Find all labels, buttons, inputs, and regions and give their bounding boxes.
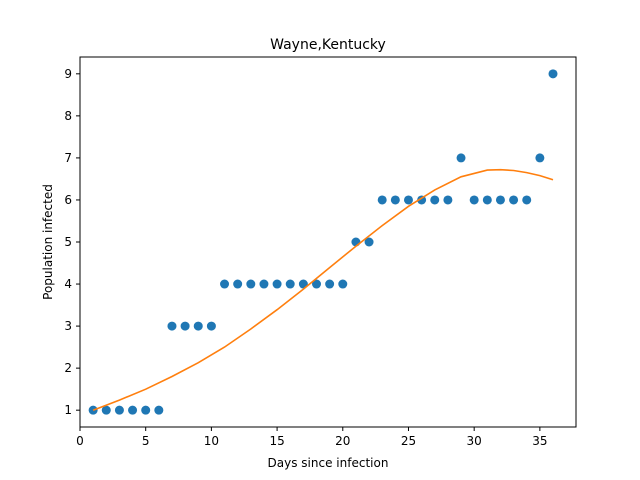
data-point bbox=[101, 405, 111, 415]
data-point bbox=[128, 405, 138, 415]
data-point bbox=[522, 195, 532, 205]
x-tick-label: 35 bbox=[532, 434, 547, 448]
data-point bbox=[351, 237, 361, 247]
x-tick-label: 10 bbox=[204, 434, 219, 448]
data-point bbox=[377, 195, 387, 205]
data-point bbox=[456, 153, 466, 163]
data-point bbox=[167, 321, 177, 331]
data-point bbox=[338, 279, 348, 289]
plot-area bbox=[88, 69, 558, 415]
y-tick-label: 8 bbox=[64, 109, 72, 123]
x-tick-label: 25 bbox=[401, 434, 416, 448]
y-tick-label: 7 bbox=[64, 151, 72, 165]
data-point bbox=[443, 195, 453, 205]
x-axis: 0 5 10 15 20 25 30 35 bbox=[76, 427, 548, 448]
y-tick-label: 9 bbox=[64, 67, 72, 81]
data-point bbox=[285, 279, 295, 289]
x-tick-label: 5 bbox=[142, 434, 150, 448]
data-point bbox=[272, 279, 282, 289]
y-axis-label: Population infected bbox=[41, 184, 55, 300]
data-point bbox=[312, 279, 322, 289]
data-point bbox=[469, 195, 479, 205]
data-point bbox=[154, 405, 164, 415]
data-point bbox=[325, 279, 335, 289]
data-point bbox=[193, 321, 203, 331]
y-tick-label: 2 bbox=[64, 361, 72, 375]
x-tick-label: 15 bbox=[269, 434, 284, 448]
data-point bbox=[259, 279, 269, 289]
data-point bbox=[220, 279, 230, 289]
data-point bbox=[535, 153, 545, 163]
data-point bbox=[141, 405, 151, 415]
data-point bbox=[246, 279, 256, 289]
plot-frame bbox=[79, 56, 577, 428]
data-point bbox=[114, 405, 124, 415]
y-tick-label: 3 bbox=[64, 319, 72, 333]
data-point bbox=[206, 321, 216, 331]
data-point bbox=[430, 195, 440, 205]
data-point bbox=[495, 195, 505, 205]
y-tick-label: 6 bbox=[64, 193, 72, 207]
x-tick-label: 20 bbox=[335, 434, 350, 448]
data-point bbox=[233, 279, 243, 289]
data-point bbox=[364, 237, 374, 247]
y-tick-label: 5 bbox=[64, 235, 72, 249]
y-tick-label: 1 bbox=[64, 403, 72, 417]
x-tick-label: 30 bbox=[467, 434, 482, 448]
data-point bbox=[417, 195, 427, 205]
y-tick-label: 4 bbox=[64, 277, 72, 291]
data-point bbox=[548, 69, 558, 79]
x-axis-label: Days since infection bbox=[268, 456, 389, 470]
data-point bbox=[390, 195, 400, 205]
data-point bbox=[482, 195, 492, 205]
data-point bbox=[509, 195, 519, 205]
chart-title: Wayne,Kentucky bbox=[270, 37, 386, 53]
y-axis: 1 2 3 4 5 6 7 8 9 bbox=[64, 67, 80, 417]
x-tick-label: 0 bbox=[76, 434, 84, 448]
data-point bbox=[403, 195, 413, 205]
fit-line bbox=[92, 168, 554, 411]
data-point bbox=[180, 321, 190, 331]
